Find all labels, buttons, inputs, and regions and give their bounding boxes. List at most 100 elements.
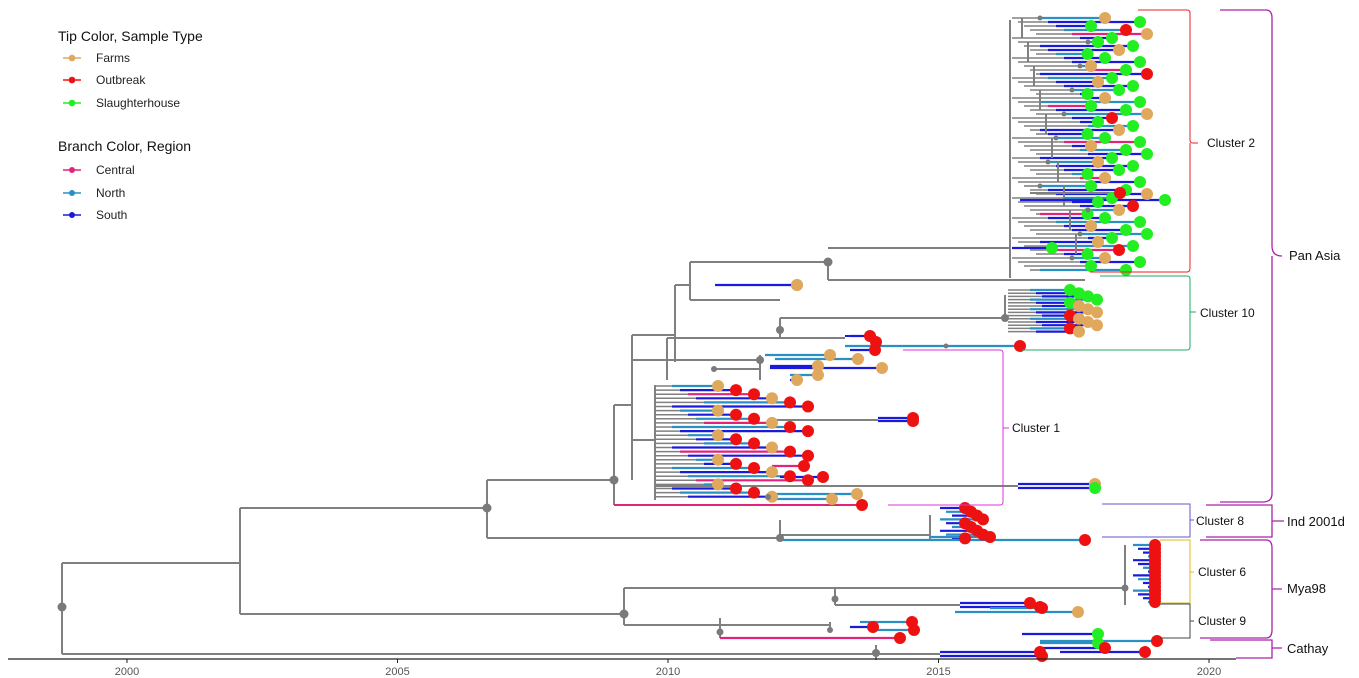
tip-point [798, 460, 810, 472]
tip-point [1064, 322, 1076, 335]
tip-point [791, 374, 803, 386]
tip-point [1127, 80, 1139, 92]
tip-point [1134, 256, 1146, 268]
tip-point [1064, 284, 1076, 296]
tip-point [1120, 24, 1132, 36]
tip-point [712, 429, 724, 442]
tip-point [1091, 319, 1103, 332]
legend-label-north: North [96, 186, 125, 200]
tip-point [802, 449, 814, 462]
x-axis: 2000 2005 2010 2015 2020 [8, 658, 1236, 678]
internal-node [1077, 231, 1083, 237]
tip-point [959, 532, 971, 545]
tip-point [1092, 156, 1104, 168]
tip-point [766, 392, 778, 405]
tip-point [1120, 264, 1132, 276]
tip-point [1099, 172, 1111, 184]
tip-point [1092, 628, 1104, 640]
internal-node [1121, 584, 1129, 592]
internal-node [482, 503, 492, 513]
tip-point [1085, 20, 1097, 32]
tip-point [1073, 312, 1085, 325]
internal-node [831, 595, 839, 603]
internal-node [1069, 255, 1075, 261]
x-tick-label: 2005 [385, 666, 409, 678]
tip-point [1099, 52, 1111, 64]
cluster-1-label: Cluster 1 [1012, 421, 1060, 435]
tip-point [1092, 196, 1104, 208]
internal-node [1001, 314, 1009, 322]
internal-node [1037, 183, 1043, 189]
cluster-2-label: Cluster 2 [1207, 136, 1255, 150]
legend-label-south: South [96, 208, 127, 222]
tip-point [1113, 44, 1125, 56]
internal-node [1037, 15, 1043, 21]
legend-item-slaughterhouse: Slaughterhouse [63, 96, 180, 110]
tip-point [1120, 64, 1132, 76]
tip-point [1092, 36, 1104, 48]
lineage-brackets: Pan Asia Ind 2001d Mya98 Cathay [1200, 9, 1345, 659]
tip-point [748, 486, 760, 499]
tip-point [730, 408, 742, 421]
tip-point [1134, 96, 1146, 108]
tip-point [1134, 136, 1146, 148]
internal-node [872, 649, 880, 657]
tip-point [766, 416, 778, 429]
tip-point [1106, 112, 1118, 124]
tree-internal-nodes [57, 15, 1129, 657]
tip-point [1092, 116, 1104, 128]
tip-point [1085, 260, 1097, 272]
tip-point [1085, 60, 1097, 72]
tip-point [1099, 212, 1111, 224]
tip-point [907, 415, 919, 427]
tip-point [1073, 300, 1085, 312]
tip-point [1113, 84, 1125, 96]
tip-point [1114, 187, 1126, 199]
tip-point [876, 362, 888, 374]
tip-point [1159, 194, 1171, 206]
tip-point [1073, 325, 1085, 338]
x-tick-label: 2015 [926, 666, 950, 678]
cluster-brackets: Cluster 2 Cluster 10 Cluster 1 Cluster 8… [888, 9, 1255, 639]
tip-point [1081, 208, 1094, 220]
tip-point [1079, 534, 1091, 546]
tip-point [1036, 602, 1048, 614]
mya98-label: Mya98 [1287, 581, 1326, 596]
cathay-label: Cathay [1287, 641, 1329, 656]
cluster-9-label: Cluster 9 [1198, 614, 1246, 628]
legend-item-central: Central [63, 163, 135, 177]
tip-point [1024, 597, 1036, 609]
mya98-bracket [1200, 539, 1282, 639]
tip-point [1092, 76, 1104, 88]
tip-point [1134, 176, 1146, 188]
x-tick-label: 2020 [1197, 666, 1221, 678]
tip-point [1141, 228, 1153, 240]
tip-point [730, 457, 742, 470]
tip-point [1127, 160, 1139, 172]
internal-node [1085, 207, 1091, 213]
tip-point [1082, 290, 1094, 303]
cluster-6-label: Cluster 6 [1198, 565, 1246, 579]
tip-point [1127, 200, 1139, 212]
tip-point [908, 624, 920, 636]
internal-node [1077, 63, 1083, 69]
tip-point [1134, 16, 1146, 28]
tip-point [1113, 124, 1125, 136]
tip-point [1081, 128, 1094, 140]
cluster-9-bracket [1160, 603, 1194, 639]
internal-node [1053, 135, 1059, 141]
pan-asia-bracket [1220, 9, 1283, 503]
internal-node [619, 609, 629, 619]
internal-node [609, 475, 619, 485]
tip-point [1085, 180, 1097, 192]
ind2001d-bracket [1206, 504, 1284, 538]
tip-point [1072, 606, 1084, 618]
tip-point [1106, 32, 1118, 44]
tip-point [1081, 48, 1094, 60]
legend-item-farms: Farms [63, 51, 130, 65]
tip-point [1064, 296, 1076, 309]
tip-point [1127, 120, 1139, 132]
tip-point [1064, 309, 1076, 322]
tip-point [748, 437, 760, 450]
